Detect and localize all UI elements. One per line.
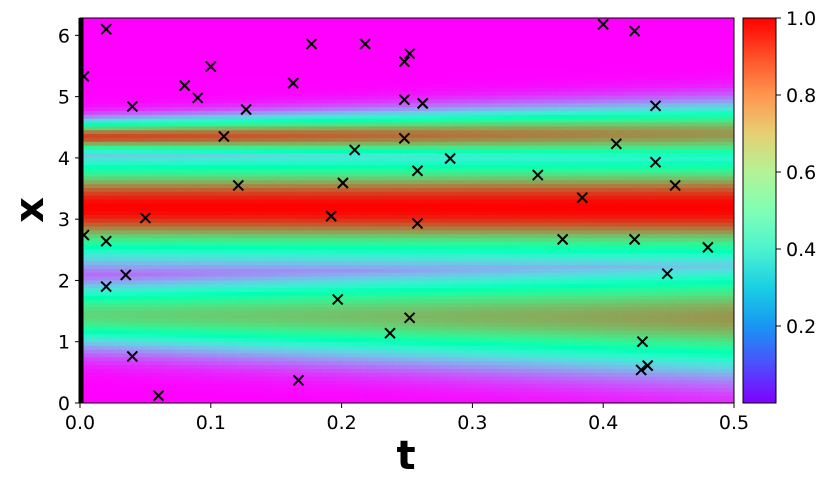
- data-point-marker: [411, 217, 424, 230]
- y-tick-label: 2: [58, 270, 70, 292]
- y-tick-label: 4: [58, 148, 70, 170]
- data-point-marker: [532, 169, 544, 181]
- data-point-marker: [576, 192, 588, 204]
- measurement-points: [80, 18, 714, 402]
- data-point-marker: [597, 18, 609, 31]
- heatmap: [80, 18, 734, 403]
- x-tick-label: 0.5: [719, 412, 749, 434]
- colorbar-ticks: 0.2 0.4 0.6 0.8 1.0: [776, 8, 816, 338]
- data-point-marker: [628, 233, 641, 246]
- data-point-marker: [610, 138, 622, 150]
- x-axis-label: t: [396, 433, 415, 479]
- data-point-marker: [287, 77, 299, 89]
- y-tick-label: 3: [58, 209, 70, 231]
- x-tick-label: 0.2: [326, 412, 356, 434]
- data-point-marker: [384, 327, 396, 339]
- data-point-marker: [702, 241, 714, 254]
- data-point-marker: [416, 97, 429, 110]
- data-point-marker: [100, 23, 112, 35]
- colorbar-tick-label: 1.0: [786, 8, 816, 30]
- data-point-marker: [192, 92, 204, 104]
- data-point-marker: [100, 280, 112, 293]
- data-point-marker: [232, 179, 244, 192]
- data-point-marker: [635, 364, 647, 376]
- data-point-marker: [126, 100, 139, 113]
- data-point-marker: [649, 156, 662, 168]
- data-point-marker: [325, 210, 337, 222]
- y-tick-label: 6: [58, 25, 70, 47]
- data-point-marker: [398, 132, 411, 144]
- y-axis-label: x: [7, 197, 53, 223]
- data-point-marker: [240, 103, 252, 116]
- colorbar-tick-label: 0.2: [786, 316, 816, 338]
- data-point-marker: [348, 144, 361, 156]
- colorbar-tick-label: 0.8: [786, 85, 816, 107]
- data-point-marker: [205, 60, 217, 73]
- data-point-marker: [444, 152, 456, 165]
- x-tick-label: 0.3: [457, 412, 487, 434]
- data-point-marker: [120, 269, 132, 281]
- data-point-marker: [331, 293, 344, 306]
- data-point-marker: [292, 374, 305, 387]
- data-point-marker: [649, 100, 662, 112]
- data-point-marker: [218, 130, 230, 143]
- data-point-marker: [661, 267, 673, 280]
- data-point-marker: [411, 165, 424, 177]
- data-point-marker: [556, 233, 569, 246]
- data-point-marker: [139, 212, 152, 224]
- data-point-marker: [403, 312, 416, 324]
- data-point-marker: [178, 79, 191, 92]
- colorbar-tick-label: 0.4: [786, 239, 816, 261]
- data-point-marker: [398, 55, 411, 68]
- y-tick-label: 0: [58, 393, 70, 415]
- data-point-marker: [403, 48, 416, 60]
- data-point-marker: [641, 359, 654, 372]
- colorbar: [742, 17, 777, 404]
- y-axis-ticks: 0 1 2 3 4 5 6: [58, 25, 80, 415]
- data-point-marker: [636, 336, 649, 348]
- colorbar-tick-label: 0.6: [786, 162, 816, 184]
- data-point-marker: [359, 38, 371, 50]
- data-point-marker: [337, 177, 349, 189]
- data-point-marker: [100, 235, 112, 247]
- data-point-marker: [126, 350, 139, 363]
- data-point-marker: [398, 93, 411, 106]
- x-tick-label: 0.0: [65, 412, 95, 434]
- data-point-marker: [669, 179, 681, 192]
- x-tick-label: 0.4: [588, 412, 618, 434]
- y-tick-label: 5: [58, 87, 70, 109]
- data-point-marker: [305, 38, 318, 50]
- x-tick-label: 0.1: [196, 412, 226, 434]
- x-axis-ticks: 0.0 0.1 0.2 0.3 0.4 0.5: [65, 403, 749, 434]
- data-point-marker: [152, 389, 165, 402]
- y-tick-label: 1: [58, 332, 70, 354]
- data-point-marker: [628, 25, 641, 37]
